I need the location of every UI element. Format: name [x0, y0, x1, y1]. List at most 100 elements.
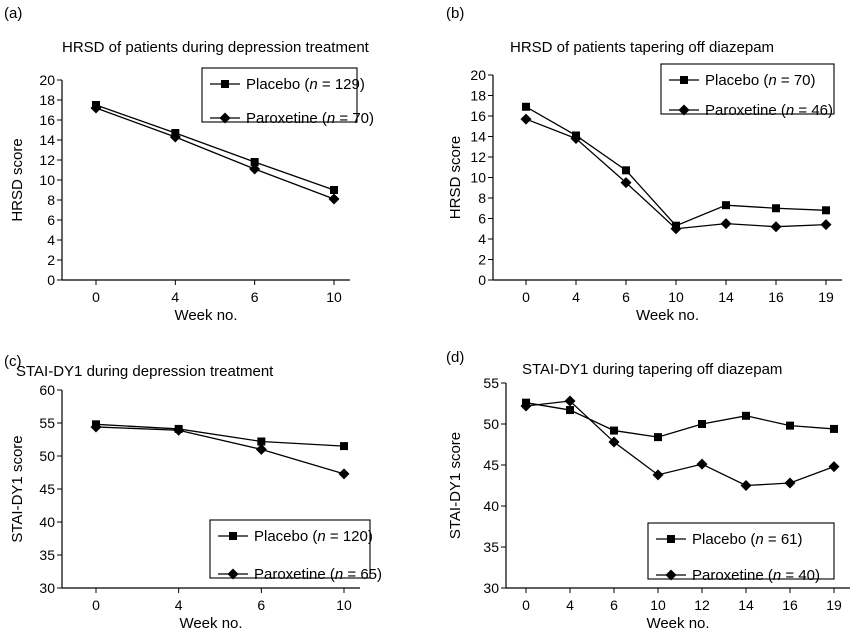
legend-label-main: Paroxetine (: [246, 110, 327, 127]
data-point: [522, 102, 530, 111]
data-point: [822, 206, 830, 215]
legend-label-rest: = 120): [326, 528, 373, 545]
legend-item: Placebo (n = 120): [218, 528, 373, 545]
data-point: [784, 477, 796, 489]
y-axis-label: STAI-DY1 score: [447, 432, 464, 539]
y-tick-label: 20: [39, 72, 55, 88]
legend-label-n: n: [317, 528, 325, 545]
legend-marker: [221, 80, 229, 88]
legend: Placebo (n = 120) Paroxetine (n = 65): [209, 519, 382, 583]
x-tick-label: 4: [171, 289, 179, 305]
x-tick-label: 10: [668, 289, 684, 305]
legend-label: Paroxetine (n = 46): [705, 102, 833, 119]
y-tick-label: 14: [470, 129, 486, 145]
data-point: [620, 177, 632, 189]
series-line: [95, 104, 335, 191]
legend-label: Paroxetine (n = 70): [246, 110, 374, 127]
series-line: [525, 402, 835, 438]
y-tick-label: 10: [470, 170, 486, 186]
legend: Placebo (n = 70) Paroxetine (n = 46): [660, 63, 835, 119]
data-point: [720, 218, 732, 230]
y-tick-label: 45: [483, 457, 499, 473]
y-tick-label: 8: [47, 192, 55, 208]
data-point: [564, 395, 576, 407]
legend-item: Paroxetine (n = 70): [210, 110, 374, 127]
legend-label-main: Paroxetine (: [705, 102, 786, 119]
data-point: [830, 424, 838, 433]
data-point: [169, 131, 181, 143]
legend-marker: [678, 104, 690, 116]
legend-box: [201, 67, 358, 123]
series-placebo: [92, 420, 348, 451]
y-tick-label: 4: [47, 232, 55, 248]
x-tick-label: 10: [326, 289, 342, 305]
y-tick-label: 10: [39, 172, 55, 188]
data-point: [696, 458, 708, 470]
panel-a: (a) HRSD of patients during depression tr…: [4, 5, 374, 324]
series-placebo: [522, 102, 830, 230]
x-tick-label: 14: [738, 597, 754, 613]
y-tick-label: 6: [478, 211, 486, 227]
legend-label: Placebo (n = 120): [254, 528, 373, 545]
panel-label: (d): [446, 349, 464, 366]
x-tick-label: 12: [694, 597, 710, 613]
y-tick-label: 40: [39, 514, 55, 530]
x-axis-label: Week no.: [636, 307, 699, 324]
chart-title: HRSD of patients tapering off diazepam: [510, 39, 774, 56]
series-placebo: [522, 398, 838, 442]
series-line: [95, 107, 335, 200]
data-point: [608, 436, 620, 448]
y-tick-label: 2: [478, 252, 486, 268]
y-tick-label: 18: [39, 92, 55, 108]
x-tick-label: 4: [572, 289, 580, 305]
data-point: [249, 163, 261, 175]
x-tick-label: 4: [566, 597, 574, 613]
legend-label: Paroxetine (n = 65): [254, 566, 382, 583]
legend: Placebo (n = 129)Paroxetine (n = 70): [201, 67, 374, 127]
data-point: [786, 421, 794, 430]
data-point: [255, 443, 267, 455]
data-point: [328, 193, 340, 205]
legend-label-n: n: [327, 110, 335, 127]
x-tick-label: 10: [336, 597, 352, 613]
legend-label-rest: = 46): [794, 102, 833, 119]
data-point: [670, 223, 682, 235]
series-paroxetine: [520, 395, 840, 491]
x-tick-label: 6: [622, 289, 630, 305]
y-axis-label: HRSD score: [447, 136, 464, 219]
chart-title: STAI-DY1 during tapering off diazepam: [522, 361, 782, 378]
series-paroxetine: [520, 113, 832, 235]
legend-item: Paroxetine (n = 40): [656, 567, 820, 584]
x-tick-label: 6: [251, 289, 259, 305]
legend-item: Paroxetine (n = 46): [669, 102, 833, 119]
x-tick-label: 6: [610, 597, 618, 613]
series-paroxetine: [90, 102, 340, 205]
legend-box: [660, 63, 835, 115]
y-tick-label: 35: [39, 547, 55, 563]
y-tick-label: 35: [483, 539, 499, 555]
data-point: [173, 424, 185, 436]
legend-item: Paroxetine (n = 65): [218, 566, 382, 583]
data-point: [740, 480, 752, 491]
data-point: [90, 102, 102, 114]
legend-box: [209, 519, 371, 579]
data-point: [820, 219, 832, 231]
x-tick-label: 6: [257, 597, 265, 613]
x-tick-label: 0: [92, 289, 100, 305]
legend-label: Paroxetine (n = 40): [692, 567, 820, 584]
legend-box: [647, 522, 835, 580]
legend-marker: [680, 76, 688, 84]
panel-label: (b): [446, 5, 464, 22]
y-tick-label: 16: [470, 108, 486, 124]
legend-label-rest: = 61): [764, 531, 803, 548]
series-paroxetine: [90, 421, 350, 480]
y-axis-label: HRSD score: [9, 138, 26, 221]
panel-c: (c)STAI-DY1 during depression treatment 3…: [4, 353, 382, 632]
y-tick-label: 16: [39, 112, 55, 128]
legend-item: Placebo (n = 70): [669, 72, 816, 89]
y-tick-label: 18: [470, 88, 486, 104]
data-point: [566, 406, 574, 415]
y-tick-label: 14: [39, 132, 55, 148]
data-point: [698, 420, 706, 428]
series-line: [95, 423, 345, 447]
